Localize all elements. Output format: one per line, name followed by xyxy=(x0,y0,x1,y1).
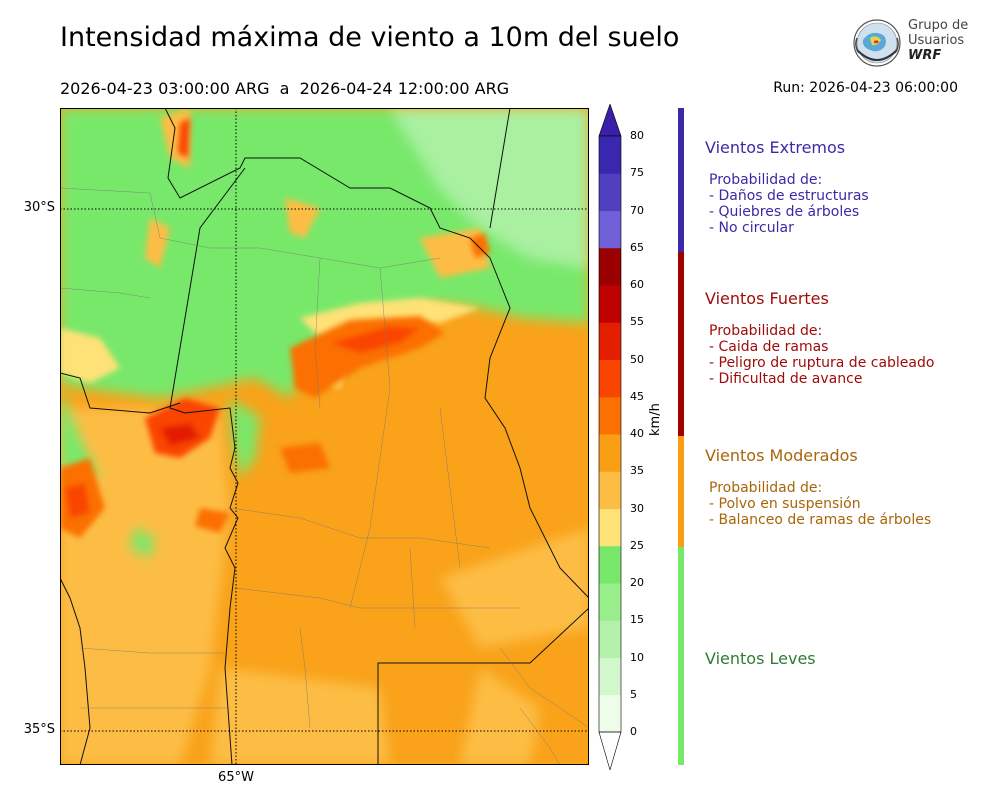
colorbar-over-triangle xyxy=(598,104,622,137)
light-wind-areas xyxy=(60,108,589,558)
colorbar-tick-label: 30 xyxy=(630,501,644,515)
map-frame xyxy=(60,108,589,765)
province-boundaries xyxy=(60,108,589,765)
colorbar-tick-label: 20 xyxy=(630,576,644,589)
forecast-period: 2026-04-23 03:00:00 ARG a 2026-04-24 12:… xyxy=(60,79,510,98)
colorbar-band xyxy=(599,285,621,323)
colorbar-band xyxy=(599,657,621,696)
colorbar-tick-label: 75 xyxy=(630,166,644,180)
colorbar-band xyxy=(599,359,621,398)
colorbar-tick-label: 35 xyxy=(630,464,644,478)
globe-icon xyxy=(853,19,901,67)
graticule xyxy=(60,108,589,765)
colorbar-tick-label: 5 xyxy=(630,687,637,701)
colorbar-band xyxy=(599,471,621,509)
legend-moderate-desc: Probabilidad de: - Polvo en suspensión -… xyxy=(709,480,932,528)
colorbar-tick-label: 25 xyxy=(630,538,644,552)
lat-label-35s: 35°S xyxy=(23,722,55,737)
colorbar-tick-label: 10 xyxy=(630,650,644,664)
legend-strip-extreme xyxy=(678,108,684,252)
legend-extreme-title: Vientos Extremos xyxy=(705,138,846,157)
colorbar-tick-label: 50 xyxy=(630,352,644,366)
moderate-wind-areas xyxy=(60,408,589,765)
colorbar xyxy=(598,104,622,770)
department-boundaries xyxy=(60,187,589,765)
wind-map xyxy=(60,108,589,765)
lat-label-30s: 30°S xyxy=(23,200,55,215)
logo-text: Grupo de Usuarios WRF xyxy=(908,18,968,63)
colorbar-band xyxy=(599,620,621,658)
colorbar-band xyxy=(599,545,621,584)
colorbar-band xyxy=(599,396,621,435)
colorbar-under-triangle xyxy=(598,731,622,770)
colorbar-band xyxy=(599,136,621,174)
legend-strip-strong xyxy=(678,252,684,436)
legend-strong-desc: Probabilidad de: - Caida de ramas - Peli… xyxy=(709,323,935,387)
colorbar-tick-label: 45 xyxy=(630,389,644,403)
logo-line-3: WRF xyxy=(908,48,942,63)
colorbar-band xyxy=(599,694,621,733)
colorbar-unit: km/h xyxy=(648,403,663,436)
legend-extreme-desc: Probabilidad de: - Daños de estructuras … xyxy=(709,172,869,236)
colorbar-band xyxy=(599,583,621,621)
colorbar-band xyxy=(599,210,621,249)
colorbar-tick-label: 80 xyxy=(630,129,644,142)
map-title: Intensidad máxima de viento a 10m del su… xyxy=(60,22,680,53)
colorbar-tick-label: 15 xyxy=(630,613,644,627)
legend-strong-title: Vientos Fuertes xyxy=(705,289,829,308)
colorbar-tick-label: 65 xyxy=(630,240,644,254)
colorbar-tick-label: 60 xyxy=(630,278,644,291)
legend-strip-light xyxy=(678,547,684,765)
legend-strip-moderate xyxy=(678,436,684,547)
colorbar-tick-label: 55 xyxy=(630,315,644,329)
logo-line-1: Grupo de xyxy=(908,18,969,33)
colorbar-band xyxy=(599,173,621,211)
colorbar-band xyxy=(599,322,621,360)
colorbar-band xyxy=(599,508,621,547)
colorbar-frame xyxy=(598,135,622,733)
run-time: Run: 2026-04-23 06:00:00 xyxy=(773,80,958,96)
colorbar-band xyxy=(599,434,621,472)
colorbar-band xyxy=(599,247,621,286)
colorbar-tick-label: 0 xyxy=(630,725,637,738)
wrf-logo: Grupo de Usuarios WRF xyxy=(848,16,973,74)
legend-moderate-title: Vientos Moderados xyxy=(705,446,858,465)
strong-wind-areas xyxy=(60,118,490,538)
legend-light-title: Vientos Leves xyxy=(705,649,816,668)
colorbar-tick-label: 70 xyxy=(630,203,644,217)
logo-line-2: Usuarios xyxy=(908,33,965,48)
lon-label-65w: 65°W xyxy=(218,770,254,785)
colorbar-tick-label: 40 xyxy=(630,427,644,440)
